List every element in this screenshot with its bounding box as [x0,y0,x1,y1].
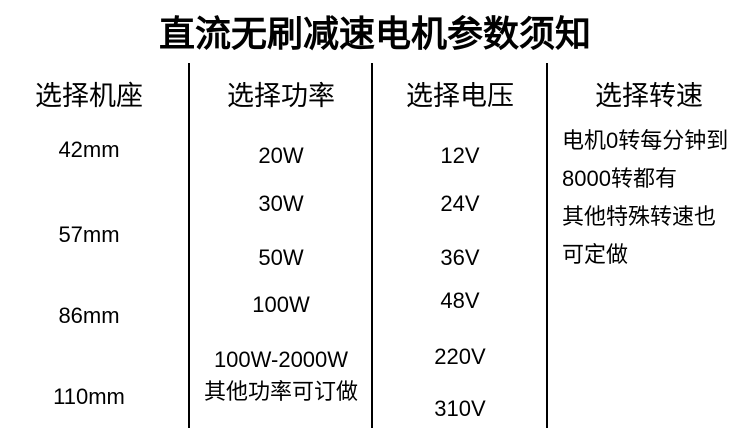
column-voltage: 选择电压 12V 24V 36V 48V 220V 310V [373,0,547,428]
power-option-100w: 100W [252,292,310,317]
speed-note-line-3: 其他特殊转速也 [562,204,717,229]
frame-size-option-110mm: 110mm [53,384,125,409]
column-divider-1 [188,63,190,428]
voltage-option-220v: 220V [434,344,486,369]
frame-size-option-42mm: 42mm [58,137,120,162]
frame-size-header: 选择机座 [35,81,143,111]
power-custom-note: 其他功率可订做 [203,379,358,404]
frame-size-option-57mm: 57mm [58,222,120,247]
speed-note: 电机0转每分钟到 8000转都有 其他特殊转速也 可定做 [562,122,746,274]
voltage-option-24v: 24V [440,191,480,216]
page-title: 直流无刷减速电机参数须知 [158,13,591,54]
power-option-50w: 50W [258,245,304,270]
column-frame-size: 选择机座 42mm 57mm 86mm 110mm [0,0,178,428]
voltage-option-310v: 310V [434,396,486,421]
voltage-header: 选择电压 [406,81,514,111]
frame-size-option-86mm: 86mm [58,303,120,328]
power-header: 选择功率 [227,81,335,111]
speed-header: 选择转速 [595,81,703,111]
speed-note-line-4: 可定做 [562,242,629,267]
voltage-option-48v: 48V [440,288,480,313]
column-divider-3 [546,63,548,428]
column-divider-2 [371,63,373,428]
power-option-20w: 20W [258,143,304,168]
voltage-option-36v: 36V [440,245,480,270]
speed-note-line-1: 电机0转每分钟到 [562,128,729,153]
power-option-30w: 30W [258,191,304,216]
power-option-custom-range: 100W-2000W [213,347,349,372]
voltage-option-12v: 12V [440,143,480,168]
speed-note-line-2: 8000转都有 [562,166,677,191]
column-power: 选择功率 20W 30W 50W 100W 100W-2000W 其他功率可订做 [190,0,372,428]
column-speed: 选择转速 电机0转每分钟到 8000转都有 其他特殊转速也 可定做 [548,0,750,428]
